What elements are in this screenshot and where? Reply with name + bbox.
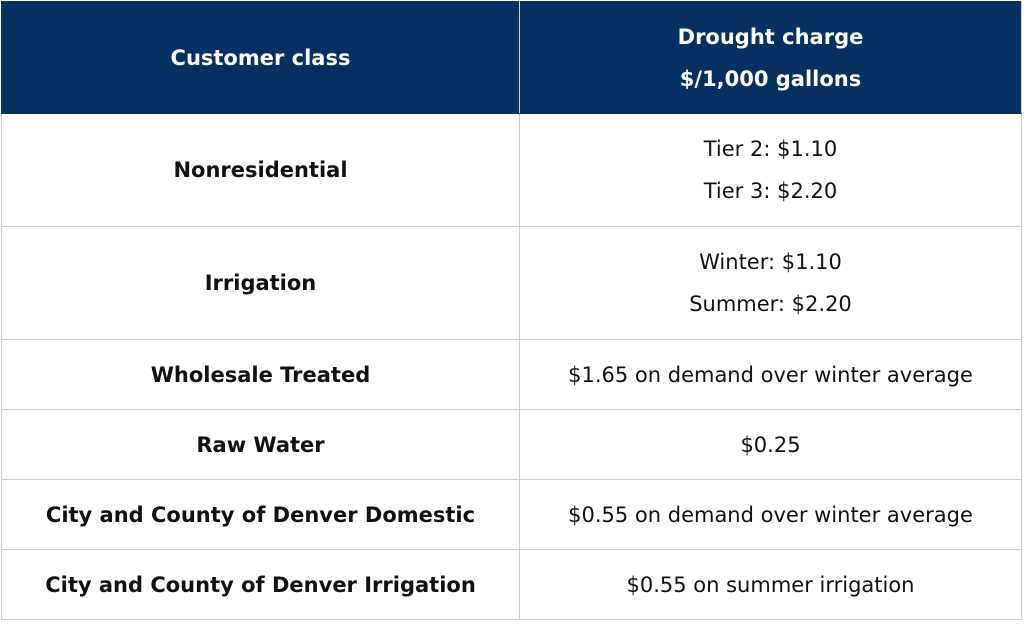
header-cell: Drought charge $/1,000 gallons xyxy=(519,1,1022,114)
cell-line: $0.55 on demand over winter average xyxy=(568,502,973,527)
table-row: City and County of Denver Irrigation $0.5… xyxy=(1,549,1022,620)
customer-class-cell: Raw Water xyxy=(1,409,520,480)
cell-line: Nonresidential xyxy=(173,158,348,182)
customer-class-cell: Irrigation xyxy=(1,226,520,340)
cell-line: Winter: $1.10 xyxy=(699,250,842,274)
cell-line: City and County of Denver Domestic xyxy=(45,502,476,527)
cell-line: $0.25 xyxy=(740,432,801,457)
charge-cell: Winter: $1.10 Summer: $2.20 xyxy=(519,226,1022,340)
charge-cell: $0.55 on demand over winter average xyxy=(519,479,1022,550)
table-row: Nonresidential Tier 2: $1.10 Tier 3: $2.20 xyxy=(1,113,1022,227)
cell-line: Wholesale Treated xyxy=(150,362,371,387)
cell-line: Tier 3: $2.20 xyxy=(703,179,838,203)
customer-class-cell: City and County of Denver Domestic xyxy=(1,479,520,550)
cell-line: $1.65 on demand over winter average xyxy=(568,362,973,387)
cell-line: Raw Water xyxy=(196,432,325,457)
customer-class-cell: Nonresidential xyxy=(1,113,520,227)
table-row: City and County of Denver Domestic $0.55 … xyxy=(1,479,1022,550)
cell-line: City and County of Denver Irrigation xyxy=(45,572,476,597)
header-row: Customer class Drought charge $/1,000 gall… xyxy=(1,1,1022,114)
charge-cell: $0.55 on summer irrigation xyxy=(519,549,1022,620)
cell-line: Customer class xyxy=(170,45,351,70)
cell-line: Drought charge xyxy=(677,24,864,49)
header-cell: Customer class xyxy=(1,1,520,114)
cell-line: Summer: $2.20 xyxy=(689,292,852,316)
table-row: Irrigation Winter: $1.10 Summer: $2.20 xyxy=(1,226,1022,340)
cell-line: $/1,000 gallons xyxy=(679,66,862,91)
cell-line: Irrigation xyxy=(204,271,317,295)
charge-cell: $1.65 on demand over winter average xyxy=(519,339,1022,410)
charge-cell: Tier 2: $1.10 Tier 3: $2.20 xyxy=(519,113,1022,227)
charge-cell: $0.25 xyxy=(519,409,1022,480)
customer-class-cell: Wholesale Treated xyxy=(1,339,520,410)
table-row: Wholesale Treated $1.65 on demand over wi… xyxy=(1,339,1022,410)
table-row: Raw Water $0.25 xyxy=(1,409,1022,480)
cell-line: Tier 2: $1.10 xyxy=(703,137,838,161)
customer-class-cell: City and County of Denver Irrigation xyxy=(1,549,520,620)
cell-line: $0.55 on summer irrigation xyxy=(626,572,915,597)
